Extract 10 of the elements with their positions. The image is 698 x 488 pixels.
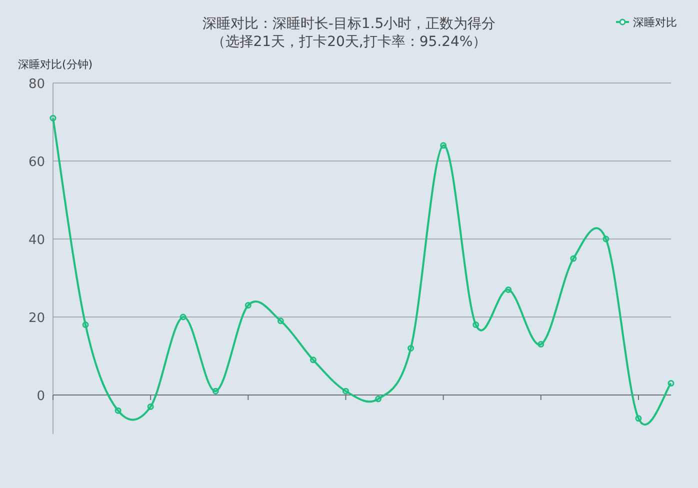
- legend: 深睡对比: [616, 16, 677, 29]
- ytick: 40: [28, 233, 45, 248]
- ytick: 80: [28, 77, 45, 92]
- ylabel: 深睡对比(分钟): [18, 58, 93, 71]
- legend-label: 深睡对比: [633, 16, 677, 29]
- ytick: 60: [28, 155, 45, 170]
- ytick: 0: [36, 389, 45, 404]
- subtitle: （选择21天，打卡20天,打卡率：95.24%）: [211, 34, 487, 50]
- ytick: 20: [28, 311, 45, 326]
- title: 深睡对比：深睡时长-目标1.5小时，正数为得分: [202, 16, 496, 32]
